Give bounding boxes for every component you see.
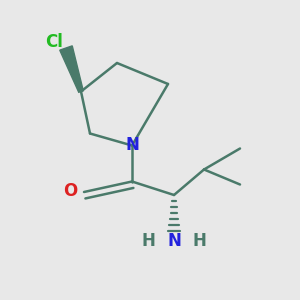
Text: H: H [142,232,155,250]
Text: N: N [167,232,181,250]
Text: N: N [125,136,139,154]
Text: H: H [193,232,206,250]
Text: O: O [63,182,78,200]
Text: Cl: Cl [45,33,63,51]
Polygon shape [60,46,83,92]
